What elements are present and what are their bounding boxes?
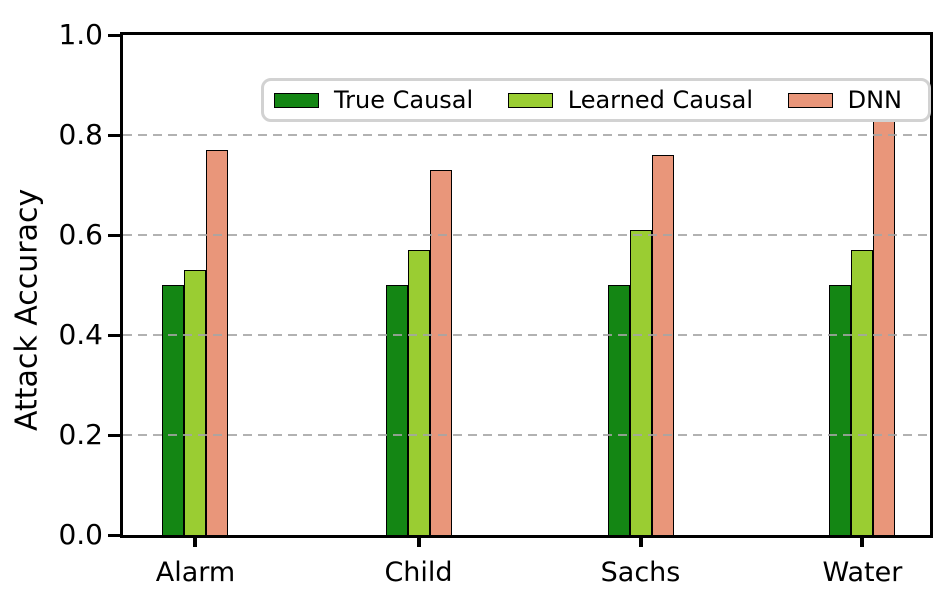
y-tick-label-0.4: 0.4 xyxy=(58,318,103,351)
bar-learned-causal-water xyxy=(851,250,874,535)
x-tick-mark-sachs xyxy=(638,538,643,547)
y-tick-mark-0.2 xyxy=(108,433,121,437)
y-tick-mark-1.0 xyxy=(108,33,121,37)
dnn-swatch xyxy=(787,92,833,108)
bar-dnn-sachs xyxy=(651,155,674,535)
y-tick-mark-0.8 xyxy=(108,133,121,137)
legend-item-learned-causal: Learned Causal xyxy=(507,86,754,114)
legend-label-true-causal: True Causal xyxy=(334,86,474,114)
learned-causal-swatch xyxy=(507,92,553,108)
x-tick-label-child: Child xyxy=(384,557,453,588)
bar-dnn-alarm xyxy=(206,150,229,535)
plot-area: True Causal Learned Causal DNN xyxy=(120,32,933,538)
bar-true-causal-alarm xyxy=(162,285,185,535)
x-tick-mark-alarm xyxy=(193,538,198,547)
gridline-0.4 xyxy=(123,334,930,336)
legend-item-dnn: DNN xyxy=(787,86,902,114)
y-tick-label-0.0: 0.0 xyxy=(58,518,103,551)
x-tick-mark-water xyxy=(860,538,865,547)
bar-true-causal-child xyxy=(385,285,408,535)
bar-true-causal-water xyxy=(829,285,852,535)
true-causal-swatch xyxy=(274,92,319,108)
bar-learned-causal-alarm xyxy=(184,270,207,535)
y-axis-label: Attack Accuracy xyxy=(9,188,45,432)
bar-learned-causal-sachs xyxy=(629,230,652,535)
gridline-0.2 xyxy=(123,434,930,436)
y-tick-label-1.0: 1.0 xyxy=(58,18,103,51)
y-tick-label-0.2: 0.2 xyxy=(58,418,103,451)
bar-true-causal-sachs xyxy=(607,285,630,535)
legend-label-dnn: DNN xyxy=(847,86,902,114)
y-tick-label-0.6: 0.6 xyxy=(58,218,103,251)
y-tick-mark-0.4 xyxy=(108,333,121,337)
y-tick-mark-0.6 xyxy=(108,233,121,237)
bar-dnn-water xyxy=(873,120,896,535)
x-tick-mark-child xyxy=(416,538,421,547)
bar-dnn-child xyxy=(429,170,452,535)
x-tick-label-water: Water xyxy=(822,557,903,588)
bar-learned-causal-child xyxy=(407,250,430,535)
x-tick-label-alarm: Alarm xyxy=(155,557,236,588)
gridline-0.6 xyxy=(123,234,930,236)
plot-inner xyxy=(123,35,930,535)
legend: True Causal Learned Causal DNN xyxy=(261,78,931,122)
legend-item-true-causal: True Causal xyxy=(274,86,473,114)
y-tick-mark-0.0 xyxy=(108,533,121,537)
gridline-0.8 xyxy=(123,134,930,136)
y-tick-label-0.8: 0.8 xyxy=(58,118,103,151)
legend-label-learned-causal: Learned Causal xyxy=(567,86,754,114)
x-tick-label-sachs: Sachs xyxy=(600,557,681,588)
